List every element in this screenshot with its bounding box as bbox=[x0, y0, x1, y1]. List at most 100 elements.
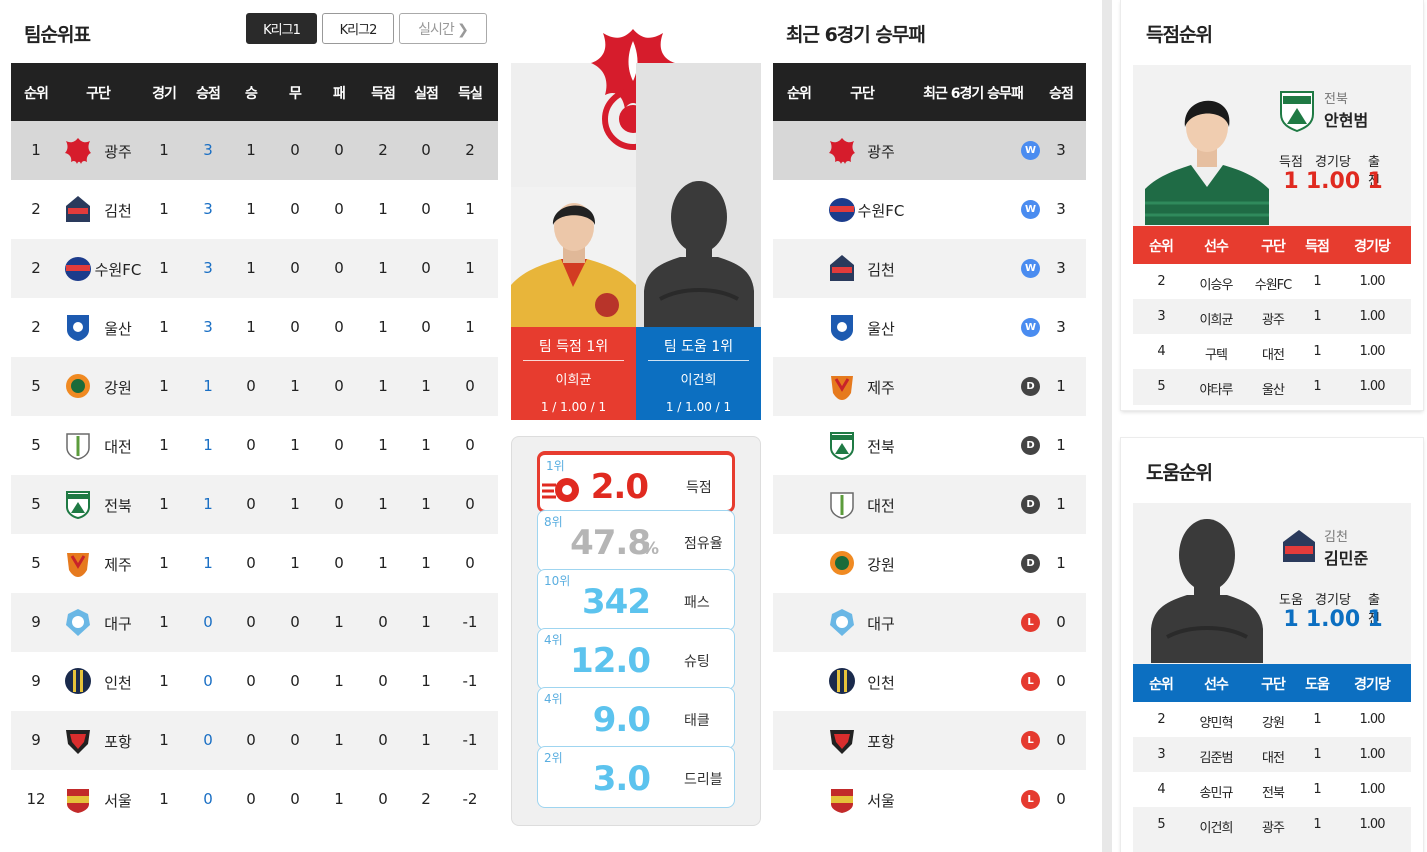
team-stat-card[interactable]: 4위 12.0 슈팅 bbox=[537, 628, 735, 690]
stat-value: 1 bbox=[1313, 782, 1321, 797]
seoul-emblem-icon bbox=[67, 789, 89, 813]
player-name[interactable]: 양민혁 bbox=[1199, 716, 1234, 731]
top-assist-name[interactable]: 이건희 bbox=[680, 373, 717, 388]
recent-row[interactable]: 대전 D 1 bbox=[773, 475, 1086, 534]
team-name[interactable]: 제주 bbox=[867, 379, 895, 397]
team-name[interactable]: 울산 bbox=[104, 320, 132, 338]
draws: 1 bbox=[290, 554, 300, 572]
standings-row[interactable]: 1 광주 1 3 1 0 0 2 0 2 bbox=[11, 121, 498, 180]
tab-k-league-1[interactable]: K리그1 bbox=[246, 13, 317, 44]
standings-row[interactable]: 5 전북 1 1 0 1 0 1 1 0 bbox=[11, 475, 498, 534]
standings-row[interactable]: 2 수원FC 1 3 1 0 0 1 0 1 bbox=[11, 239, 498, 298]
team-name[interactable]: 인천 bbox=[104, 674, 132, 692]
assists-row[interactable]: 4 송민규 전북 1 1.00 bbox=[1133, 772, 1411, 807]
gangwon-emblem-icon bbox=[830, 551, 854, 575]
standings-row[interactable]: 5 제주 1 1 0 1 0 1 1 0 bbox=[11, 534, 498, 593]
team-name[interactable]: 서울 bbox=[104, 792, 132, 810]
recent-row[interactable]: 전북 D 1 bbox=[773, 416, 1086, 475]
scorers-row[interactable]: 2 이승우 수원FC 1 1.00 bbox=[1133, 264, 1411, 299]
team-stat-card[interactable]: 1위 2.0 득점 bbox=[537, 451, 735, 513]
team-stat-card[interactable]: 10위 342 패스 bbox=[537, 569, 735, 631]
assists-row[interactable]: 3 김준범 대전 1 1.00 bbox=[1133, 737, 1411, 772]
team-name[interactable]: 광주 bbox=[867, 143, 895, 161]
standings-row[interactable]: 2 김천 1 3 1 0 0 1 0 1 bbox=[11, 180, 498, 239]
team-name[interactable]: 전북 bbox=[867, 438, 895, 456]
scorers-row[interactable]: 3 이희균 광주 1 1.00 bbox=[1133, 299, 1411, 334]
team-name[interactable]: 전북 bbox=[104, 497, 132, 515]
assists-title: 도움순위 bbox=[1146, 462, 1213, 484]
losses: 0 bbox=[334, 377, 344, 395]
assists-row[interactable]: 2 양민혁 강원 1 1.00 bbox=[1133, 702, 1411, 737]
team-name[interactable]: 포항 bbox=[867, 733, 895, 751]
recent-col-rank: 순위 bbox=[787, 86, 812, 102]
gimcheon-emblem-icon bbox=[1283, 530, 1315, 562]
player-name[interactable]: 이희균 bbox=[1199, 313, 1234, 328]
team-name[interactable]: 강원 bbox=[104, 379, 132, 397]
tab-k-league-2[interactable]: K리그2 bbox=[322, 13, 394, 44]
assists-row[interactable]: 5 이건희 광주 1 1.00 bbox=[1133, 807, 1411, 842]
player-name[interactable]: 구텍 bbox=[1205, 348, 1228, 363]
col-goals-against: 실점 bbox=[414, 86, 439, 102]
team-name[interactable]: 제주 bbox=[104, 556, 132, 574]
wins: 0 bbox=[246, 377, 256, 395]
team-stat-card[interactable]: 4위 9.0 태클 bbox=[537, 687, 735, 749]
assist-leader-name[interactable]: 김민준 bbox=[1324, 549, 1369, 568]
recent-row[interactable]: 김천 W 3 bbox=[773, 239, 1086, 298]
points: 0 bbox=[203, 672, 213, 690]
team-name[interactable]: 김천 bbox=[104, 202, 132, 220]
team-name[interactable]: 대전 bbox=[104, 438, 132, 456]
stat-value: 342 bbox=[582, 582, 651, 622]
scorers-row[interactable]: 5 야타루 울산 1 1.00 bbox=[1133, 369, 1411, 404]
player-name[interactable]: 송민규 bbox=[1199, 786, 1234, 801]
recent-row[interactable]: 인천 L 0 bbox=[773, 652, 1086, 711]
recent-row[interactable]: 수원FC W 3 bbox=[773, 180, 1086, 239]
team-name[interactable]: 대구 bbox=[104, 615, 132, 633]
tab-live[interactable]: 실시간 ❯ bbox=[399, 13, 487, 44]
standings-row[interactable]: 2 울산 1 3 1 0 0 1 0 1 bbox=[11, 298, 498, 357]
player-name[interactable]: 이건희 bbox=[1199, 821, 1234, 836]
stat-assists: 1 bbox=[1283, 607, 1299, 632]
team-name[interactable]: 광주 bbox=[104, 143, 132, 161]
scorer-leader-name[interactable]: 안현범 bbox=[1324, 111, 1369, 130]
recent-row[interactable]: 강원 D 1 bbox=[773, 534, 1086, 593]
result-badge: D bbox=[1021, 436, 1040, 455]
team-name[interactable]: 강원 bbox=[867, 556, 895, 574]
player-name[interactable]: 이승우 bbox=[1199, 278, 1234, 293]
recent-row[interactable]: 울산 W 3 bbox=[773, 298, 1086, 357]
recent-row[interactable]: 서울 L 0 bbox=[773, 770, 1086, 829]
team-name[interactable]: 인천 bbox=[867, 674, 895, 692]
player-name[interactable]: 김준범 bbox=[1199, 751, 1234, 766]
recent-row[interactable]: 포항 L 0 bbox=[773, 711, 1086, 770]
team-name[interactable]: 서울 bbox=[867, 792, 895, 810]
team-name[interactable]: 대전 bbox=[867, 497, 895, 515]
team-name[interactable]: 울산 bbox=[867, 320, 895, 338]
losses: 0 bbox=[334, 259, 344, 277]
recent-row[interactable]: 제주 D 1 bbox=[773, 357, 1086, 416]
player-name[interactable]: 야타루 bbox=[1199, 383, 1234, 398]
recent-row[interactable]: 광주 W 3 bbox=[773, 121, 1086, 180]
jeonbuk-emblem-icon bbox=[830, 432, 854, 460]
result-badge: L bbox=[1021, 613, 1040, 632]
team-name[interactable]: 김천 bbox=[867, 261, 895, 279]
recent-row[interactable]: 대구 L 0 bbox=[773, 593, 1086, 652]
standings-row[interactable]: 9 대구 1 0 0 0 1 0 1 -1 bbox=[11, 593, 498, 652]
rank: 1 bbox=[31, 141, 41, 159]
team-name[interactable]: 포항 bbox=[104, 733, 132, 751]
assists-table-body: 2 양민혁 강원 1 1.00 3 김준범 대전 1 1.00 4 송민규 전북 1 1.00 5 이건희 광주 1… bbox=[1133, 702, 1411, 852]
wins: 0 bbox=[246, 790, 256, 808]
team-name[interactable]: 대구 bbox=[867, 615, 895, 633]
points: 1 bbox=[1056, 554, 1066, 572]
team-stat-card[interactable]: 2위 3.0 드리블 bbox=[537, 746, 735, 808]
scorers-row[interactable]: 4 구텍 대전 1 1.00 bbox=[1133, 334, 1411, 369]
standings-row[interactable]: 12 서울 1 0 0 0 1 0 2 -2 bbox=[11, 770, 498, 829]
points: 3 bbox=[203, 200, 213, 218]
standings-row[interactable]: 5 강원 1 1 0 1 0 1 1 0 bbox=[11, 357, 498, 416]
standings-row[interactable]: 9 인천 1 0 0 0 1 0 1 -1 bbox=[11, 652, 498, 711]
standings-row[interactable]: 9 포항 1 0 0 0 1 0 1 -1 bbox=[11, 711, 498, 770]
team-stat-card[interactable]: 8위 47.8% 점유율 bbox=[537, 510, 735, 572]
team-name[interactable]: 수원FC bbox=[857, 202, 905, 220]
top-scorer-name[interactable]: 이희균 bbox=[555, 373, 592, 388]
standings-row[interactable]: 5 대전 1 1 0 1 0 1 1 0 bbox=[11, 416, 498, 475]
draws: 1 bbox=[290, 495, 300, 513]
team-name[interactable]: 수원FC bbox=[94, 261, 142, 279]
